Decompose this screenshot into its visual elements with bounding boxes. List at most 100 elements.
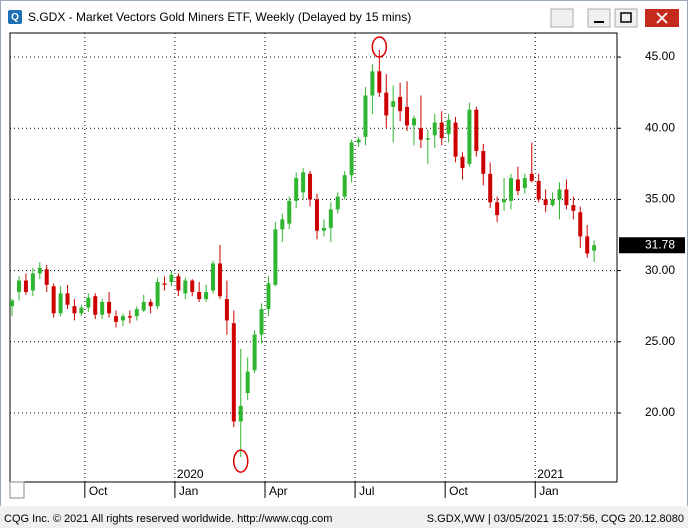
candle-body xyxy=(564,189,569,206)
candle-body xyxy=(217,263,222,297)
x-tick-label: Oct xyxy=(449,484,468,498)
candle-body xyxy=(44,269,49,285)
y-tick-label: 40.00 xyxy=(645,120,675,134)
candle-body xyxy=(508,178,513,201)
candle-body xyxy=(183,280,188,294)
candle-body xyxy=(439,122,444,139)
year-label: 2021 xyxy=(537,467,564,481)
y-tick-label: 45.00 xyxy=(645,49,675,63)
candle-body xyxy=(335,196,340,210)
candle-body xyxy=(162,283,167,285)
candle-body xyxy=(377,71,382,93)
candle-body xyxy=(169,274,174,282)
app-icon xyxy=(8,10,22,24)
candle-body xyxy=(301,172,306,193)
candle-body xyxy=(127,316,132,318)
candle-body xyxy=(578,212,583,237)
status-left: CQG Inc. © 2021 All rights reserved worl… xyxy=(4,513,332,525)
candle-body xyxy=(51,286,56,314)
candle-body xyxy=(148,301,153,307)
candle-body xyxy=(37,267,42,274)
candle-body xyxy=(356,139,361,143)
close-glyph xyxy=(656,12,668,24)
candle-body xyxy=(502,199,507,203)
y-tick-label: 25.00 xyxy=(645,334,675,348)
app-icon-glyph: Q xyxy=(11,12,19,23)
candle-body xyxy=(259,309,264,335)
candle-body xyxy=(557,189,562,200)
candle-body xyxy=(120,316,125,321)
candle-body xyxy=(10,300,15,307)
candle-body xyxy=(488,173,493,203)
highlight-circle xyxy=(232,449,249,473)
y-tick-label: 35.00 xyxy=(645,192,675,206)
candle-body xyxy=(65,293,70,305)
x-tick-label: Jul xyxy=(359,484,374,498)
candle-body xyxy=(398,96,403,112)
plot: 20.00 25.00 30.00 35.00 40.00 45.00 Oct Jan Apr J… xyxy=(10,33,685,498)
restore-button[interactable] xyxy=(614,8,638,28)
candle-body xyxy=(141,301,146,311)
candle-body xyxy=(58,293,63,314)
candle-body xyxy=(515,179,520,191)
candle-body xyxy=(308,173,313,200)
candle-body xyxy=(197,291,202,300)
status-right: S.GDX,WW | 03/05/2021 15:07:56, CQG 20.1… xyxy=(427,513,684,525)
candle-body xyxy=(134,309,139,317)
candle-body xyxy=(17,280,22,292)
minimize-button[interactable] xyxy=(587,8,611,28)
candle-body xyxy=(363,95,368,137)
last-price-box xyxy=(619,237,685,254)
candle-body xyxy=(585,236,590,254)
candle-body xyxy=(370,71,375,96)
candle-body xyxy=(342,175,347,197)
scrollbar[interactable] xyxy=(9,481,25,499)
candle-body xyxy=(252,334,257,371)
year-label: 2020 xyxy=(177,467,204,481)
candle-body xyxy=(321,227,326,231)
status-bar xyxy=(0,506,688,528)
candle-body xyxy=(349,142,354,176)
candle-body xyxy=(231,323,236,422)
candle-body xyxy=(536,180,541,200)
candle-body xyxy=(204,291,209,300)
candle-body xyxy=(114,316,119,322)
candle-body xyxy=(543,199,548,206)
candle-body xyxy=(176,276,181,291)
candle-body xyxy=(453,122,458,157)
candle-body xyxy=(522,178,527,189)
candle-body xyxy=(328,209,333,228)
candle-body xyxy=(529,173,534,181)
window-title: S.GDX - Market Vectors Gold Miners ETF, … xyxy=(28,10,411,24)
y-tick-label: 30.00 xyxy=(645,263,675,277)
candle-body xyxy=(474,109,479,152)
x-tick-label: Apr xyxy=(269,484,288,498)
candle-body xyxy=(411,118,416,126)
candle-body xyxy=(460,156,465,169)
candle-body xyxy=(30,273,35,291)
last-price-label: 31.78 xyxy=(645,237,675,251)
candle-body xyxy=(425,138,430,140)
candle-body xyxy=(245,371,250,394)
candle-body xyxy=(79,307,84,314)
candle-body xyxy=(273,229,278,285)
candle-body xyxy=(495,202,500,216)
candle-body xyxy=(571,205,576,211)
candle-body xyxy=(550,199,555,206)
candle-body xyxy=(23,280,28,292)
candle-body xyxy=(72,306,77,314)
plot-frame xyxy=(9,32,618,483)
candle-body xyxy=(384,92,389,116)
candle-body xyxy=(432,122,437,136)
x-tick-label: Oct xyxy=(89,484,108,498)
candle-body xyxy=(294,178,299,201)
x-tick-label: Jan xyxy=(539,484,558,498)
candle-body xyxy=(266,283,271,310)
restore-glyph xyxy=(620,12,632,23)
candle-body xyxy=(287,200,292,224)
link-button[interactable] xyxy=(550,8,574,28)
candle-body xyxy=(190,280,195,292)
candle-body xyxy=(224,299,229,321)
candle-body xyxy=(100,301,105,315)
